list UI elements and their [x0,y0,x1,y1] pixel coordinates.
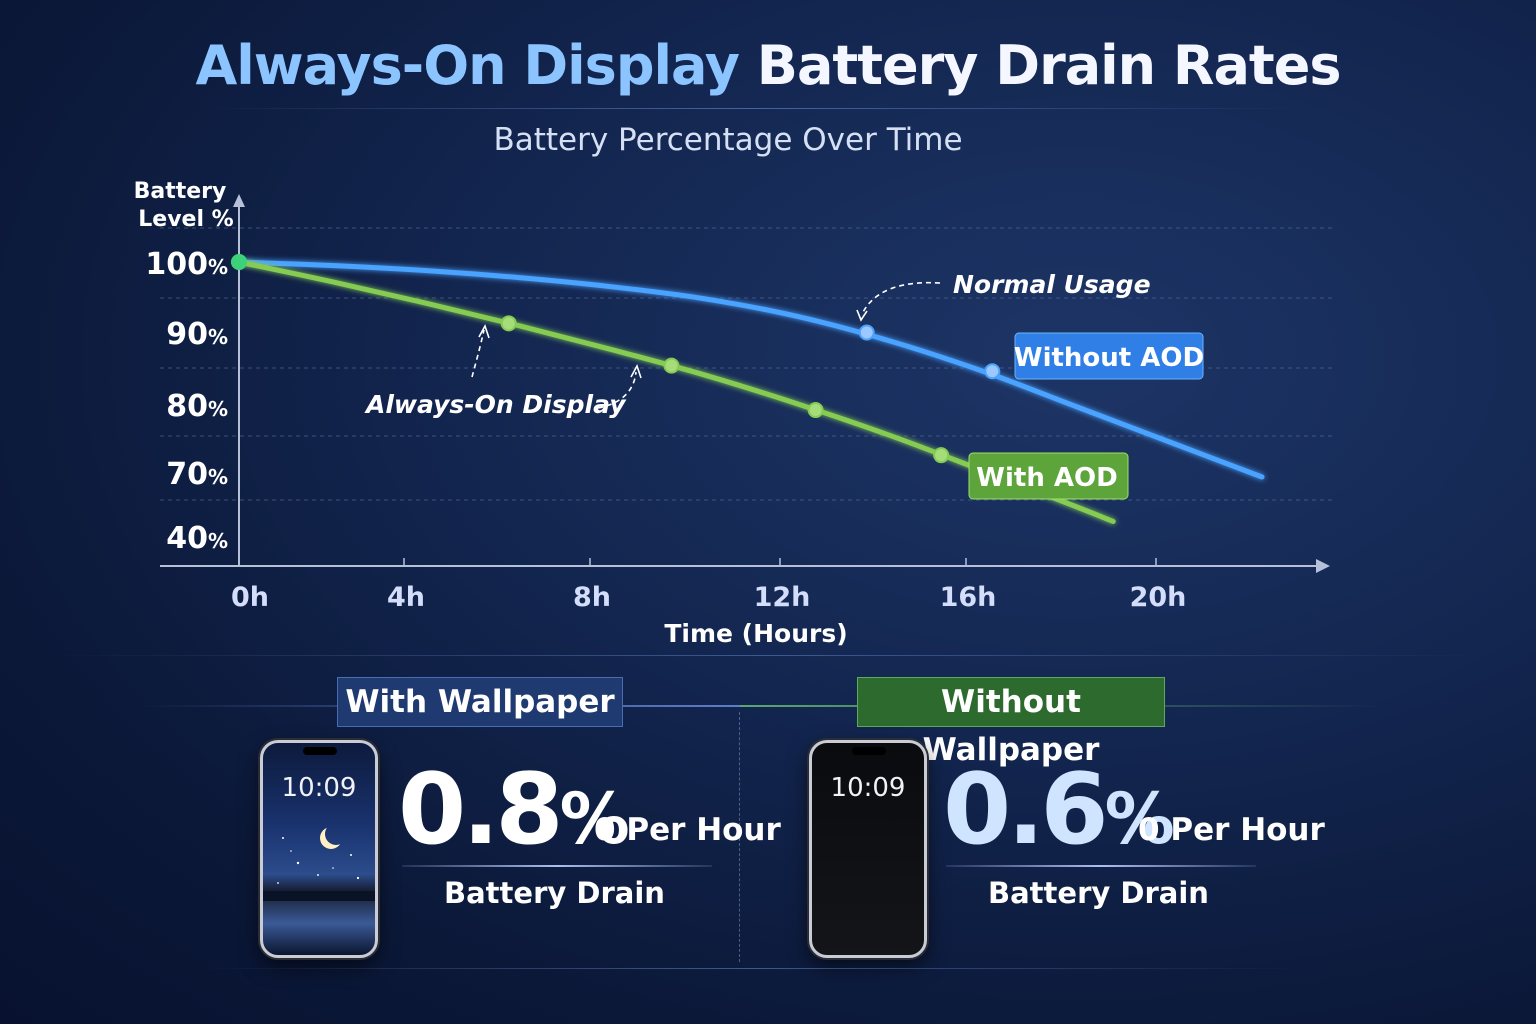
x-tick-label: 12h [754,582,811,613]
gridlines [160,227,1336,501]
data-point-without-aod [984,363,1001,380]
lockscreen-clock-right: 10:09 [830,773,906,803]
y-axis-arrow [233,194,245,207]
with-wallpaper-banner: With Wallpaper [337,677,623,727]
legend-tag-without-aod-text: Without AOD [1014,343,1204,373]
data-point-without-aod [858,324,875,341]
moon-icon [325,823,347,845]
drain-value-left-number: 0.8 [398,753,564,867]
phone-with-wallpaper: 10:09 [260,740,378,958]
legend-tag-without-aod-box [1014,332,1204,380]
phone-notch [852,747,886,755]
section-divider [50,655,1486,656]
start-point [231,254,247,270]
x-tick-label: 8h [573,582,611,613]
annotation-aod-arrow-left [471,329,485,378]
annotation-normal-text: Normal Usage [953,270,1151,299]
lockscreen-clock-left: 10:09 [281,773,357,803]
legend-tag-with-aod-box [968,452,1129,500]
annotation-aod-text: Always-On Display [364,390,627,419]
y-ticks: 100% 90% 80% 70% 40% [145,247,228,556]
line-chart: 0h 4h 8h 12h 16h 20h 100% 90% 80% 70% 40% Battery… [134,179,1336,648]
x-axis-arrow [1316,559,1330,573]
phone-notch [303,747,337,755]
without-wallpaper-banner: Without Wallpaper [857,677,1165,768]
annotation-aod: Always-On Display [364,324,642,419]
per-hour-right: 0 Per Hour [1138,812,1325,848]
legend-tag-with-aod: With AOD [968,452,1129,500]
drain-value-right-unit: % [1104,778,1175,860]
stat-rule-right [946,865,1256,867]
x-tick-label: 16h [940,582,997,613]
x-ticks: 0h 4h 8h 12h 16h 20h [231,558,1186,613]
y-tick-label: 40% [166,521,228,556]
data-point-with-aod [500,315,517,332]
wallpaper-horizon [263,891,375,901]
data-point-with-aod [933,447,950,464]
x-tick-label: 4h [387,582,425,613]
chart-title: Always-On Display Battery Drain Rates [0,34,1536,97]
phone-without-wallpaper: 10:09 [809,740,927,958]
legend-tag-with-aod-text: With AOD [976,463,1117,493]
stat-rule-left [402,865,712,867]
y-tick-label: 80% [166,389,228,424]
y-tick-label: 100% [145,247,228,282]
y-tick-label: 70% [166,457,228,492]
x-tick-label: 0h [231,582,269,613]
chart-subtitle: Battery Percentage Over Time [493,122,963,158]
drain-value-right-number: 0.6 [943,753,1109,867]
title-rest: Battery Drain Rates [756,34,1342,97]
drain-value-left-unit: % [559,778,630,860]
annotation-normal: Normal Usage [856,270,1151,322]
data-point-with-aod [663,357,680,374]
title-rule [200,108,1300,109]
drain-value-right: 0.6% [943,760,1175,869]
x-axis-label: Time (Hours) [664,619,847,648]
battery-drain-caption-right: Battery Drain [988,876,1209,910]
annotation-aod-arrow-right [597,371,637,409]
panel-separator [739,712,740,962]
annotation-normal-arrow [861,281,941,315]
y-axis-label-line2: Level % [138,207,233,232]
wallpaper-stars [277,837,360,884]
title-highlight: Always-On Display [195,34,739,97]
drain-value-left: 0.8% [398,760,630,869]
y-tick-label: 90% [166,317,228,352]
bottom-rule [200,968,1300,969]
y-axis-label-line1: Battery [134,179,227,204]
x-tick-label: 20h [1130,582,1187,613]
per-hour-left: 0 Per Hour [594,812,781,848]
annotation-aod-arrowhead-right [630,364,642,379]
annotation-aod-arrowhead-left [478,324,490,339]
series-line-without-aod [236,259,1265,480]
annotation-normal-arrowhead [856,309,868,322]
data-point-with-aod [807,402,824,419]
legend-tag-without-aod: Without AOD [1014,332,1204,380]
battery-drain-caption-left: Battery Drain [444,876,665,910]
